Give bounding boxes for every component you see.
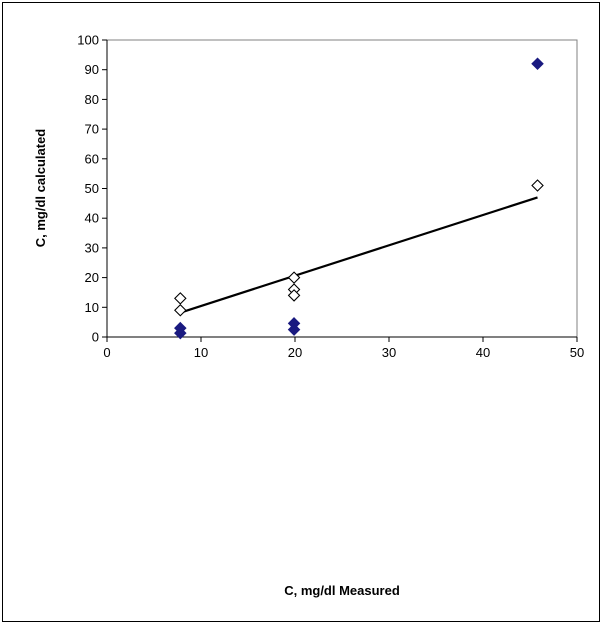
plot-area [106,39,578,338]
x-tick-label: 40 [476,345,490,360]
open-diamond-point [287,271,301,284]
y-tick-label: 40 [85,211,99,226]
y-tick-label: 90 [85,62,99,77]
data-points [174,57,544,340]
y-tick-label: 10 [85,300,99,315]
filled-diamond-point [174,326,187,340]
x-tick-label: 10 [194,345,208,360]
open-diamond-point [531,179,544,192]
y-tick-label: 100 [77,33,99,48]
open-diamond-point [174,303,187,317]
y-ticks: 0 10 20 30 40 50 60 70 80 90 100 [77,33,107,345]
x-tick-label: 20 [288,345,302,360]
y-tick-label: 60 [85,151,99,166]
filled-diamond-point [287,323,301,336]
y-tick-label: 50 [85,181,99,196]
y-tick-label: 30 [85,240,99,255]
y-axis-title: C, mg/dl calculated [33,129,48,248]
x-ticks: 0 10 20 30 40 50 [103,337,584,360]
x-tick-label: 0 [103,345,110,360]
y-tick-label: 70 [85,122,99,137]
y-tick-label: 0 [92,330,99,345]
x-tick-label: 30 [382,345,396,360]
trendline [179,196,538,314]
trendline-group [179,196,538,314]
open-diamond-point [287,289,301,302]
open-diamond-point [174,292,187,305]
y-tick-label: 80 [85,92,99,107]
filled-diamond-point [531,57,544,71]
x-tick-label: 50 [570,345,584,360]
x-axis-title: C, mg/dl Measured [284,583,400,598]
y-tick-label: 20 [85,270,99,285]
